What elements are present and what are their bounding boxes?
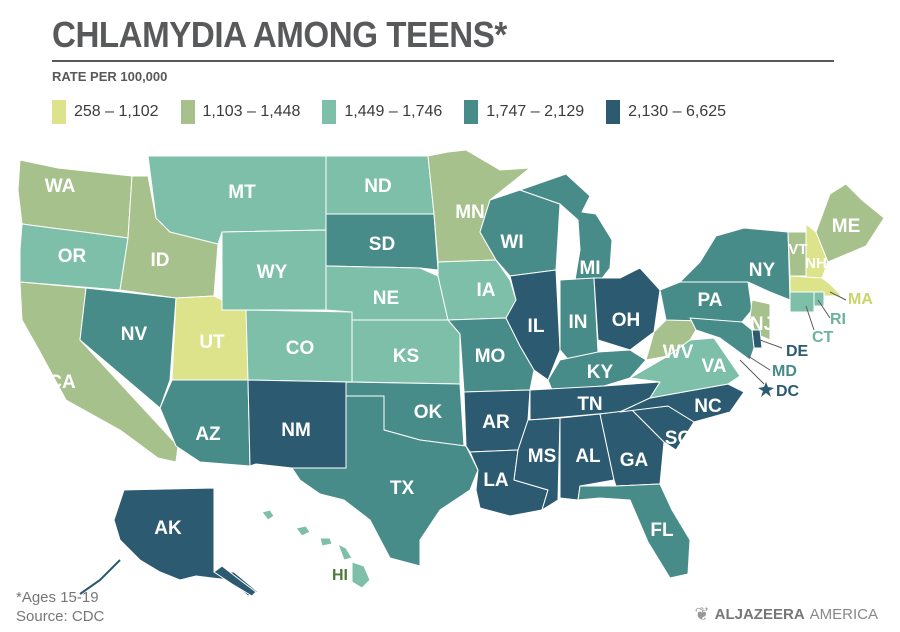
legend-swatch	[52, 100, 66, 124]
label-IN: IN	[569, 312, 588, 333]
legend-swatch	[322, 100, 337, 124]
page-title: CHLAMYDIA AMONG TEENS*	[52, 14, 507, 55]
legend-item-1: 258 – 1,102	[52, 100, 159, 124]
state-NV[interactable]	[79, 287, 177, 409]
footnote: *Ages 15-19 Source: CDC	[16, 588, 104, 626]
state-RI[interactable]	[813, 291, 825, 307]
star-icon	[758, 382, 774, 397]
label-NV: NV	[121, 324, 148, 345]
label-VA: VA	[702, 356, 727, 377]
state-HI[interactable]	[261, 509, 371, 589]
legend-swatch	[606, 100, 621, 124]
label-AL: AL	[575, 446, 601, 467]
label-NC: NC	[694, 396, 722, 417]
label-SD: SD	[369, 234, 395, 255]
legend-label: 1,103 – 1,448	[202, 103, 301, 120]
state-ME[interactable]	[815, 183, 885, 263]
label-RI: RI	[830, 311, 846, 328]
label-ND: ND	[364, 176, 391, 197]
label-NM: NM	[281, 420, 311, 441]
brand-name: ALJAZEERA	[714, 606, 805, 623]
brand-logo: ❦ ALJAZEERA AMERICA	[695, 604, 878, 625]
label-MA: MA	[848, 291, 873, 308]
label-AR: AR	[482, 412, 510, 433]
aljazeera-logo-icon: ❦	[694, 604, 710, 624]
label-AK: AK	[154, 518, 182, 539]
state-TX[interactable]	[291, 395, 479, 567]
label-OK: OK	[414, 402, 443, 423]
label-HI: HI	[332, 567, 348, 584]
label-WI: WI	[500, 232, 523, 253]
label-MI: MI	[579, 258, 600, 279]
label-KS: KS	[393, 346, 419, 367]
label-MT: MT	[228, 182, 256, 203]
label-ID: ID	[151, 250, 170, 271]
label-WA: WA	[45, 176, 76, 197]
state-NH[interactable]	[805, 223, 829, 279]
legend-item-5: 2,130 – 6,625	[606, 100, 726, 124]
label-OR: OR	[58, 246, 87, 267]
legend-swatch	[180, 100, 195, 124]
state-KS[interactable]	[351, 319, 461, 385]
label-IL: IL	[528, 316, 545, 337]
label-CT: CT	[812, 329, 834, 346]
state-AK-panhandle	[213, 565, 257, 597]
label-MS: MS	[528, 446, 557, 467]
legend-item-2: 1,103 – 1,448	[180, 100, 301, 124]
label-PA: PA	[698, 290, 723, 311]
state-ID[interactable]	[119, 175, 219, 299]
state-FL[interactable]	[577, 483, 691, 579]
label-CO: CO	[286, 338, 315, 359]
label-MD: MD	[772, 363, 797, 380]
state-CT[interactable]	[789, 291, 815, 313]
legend-swatch	[464, 100, 479, 124]
state-MD[interactable]	[689, 317, 755, 361]
label-DE: DE	[786, 343, 809, 360]
label-GA: GA	[620, 450, 649, 471]
map-subtitle: RATE PER 100,000	[52, 69, 168, 84]
label-CA: CA	[48, 372, 76, 393]
label-ME: ME	[832, 216, 861, 237]
legend-label: 2,130 – 6,625	[628, 103, 727, 120]
label-TN: TN	[577, 394, 602, 415]
label-LA: LA	[483, 470, 509, 491]
state-OH[interactable]	[593, 267, 661, 351]
legend-label: 1,449 – 1,746	[344, 103, 443, 120]
age-note: *Ages 15-19	[16, 589, 99, 606]
label-MN: MN	[455, 202, 485, 223]
legend-item-3: 1,449 – 1,746	[322, 100, 442, 124]
state-SD[interactable]	[325, 213, 439, 271]
label-VT: VT	[788, 241, 807, 258]
legend-label: 258 – 1,102	[74, 103, 159, 120]
label-FL: FL	[650, 520, 674, 541]
state-IL[interactable]	[505, 269, 561, 381]
legend-label: 1,747 – 2,129	[486, 103, 585, 120]
legend: 258 – 1,102 1,103 – 1,448 1,449 – 1,746 …	[52, 100, 726, 124]
state-AK-chain	[79, 559, 121, 595]
label-IA: IA	[477, 280, 496, 301]
label-NJ: NJ	[750, 314, 774, 335]
label-WV: WV	[663, 342, 694, 363]
state-MI[interactable]	[519, 173, 613, 287]
label-SC: SC	[665, 428, 692, 449]
label-TX: TX	[390, 478, 415, 499]
label-AZ: AZ	[195, 424, 221, 445]
brand-suffix: AMERICA	[809, 606, 878, 623]
label-DC: DC	[776, 383, 800, 400]
label-OH: OH	[612, 310, 641, 331]
title-divider	[52, 60, 834, 62]
label-NH: NH	[805, 255, 827, 272]
label-WY: WY	[257, 262, 288, 283]
label-UT: UT	[199, 332, 225, 353]
legend-item-4: 1,747 – 2,129	[464, 100, 584, 124]
label-KY: KY	[587, 362, 614, 383]
label-MO: MO	[475, 346, 506, 367]
label-NY: NY	[749, 260, 776, 281]
label-NE: NE	[373, 288, 399, 309]
source-note: Source: CDC	[16, 608, 105, 625]
